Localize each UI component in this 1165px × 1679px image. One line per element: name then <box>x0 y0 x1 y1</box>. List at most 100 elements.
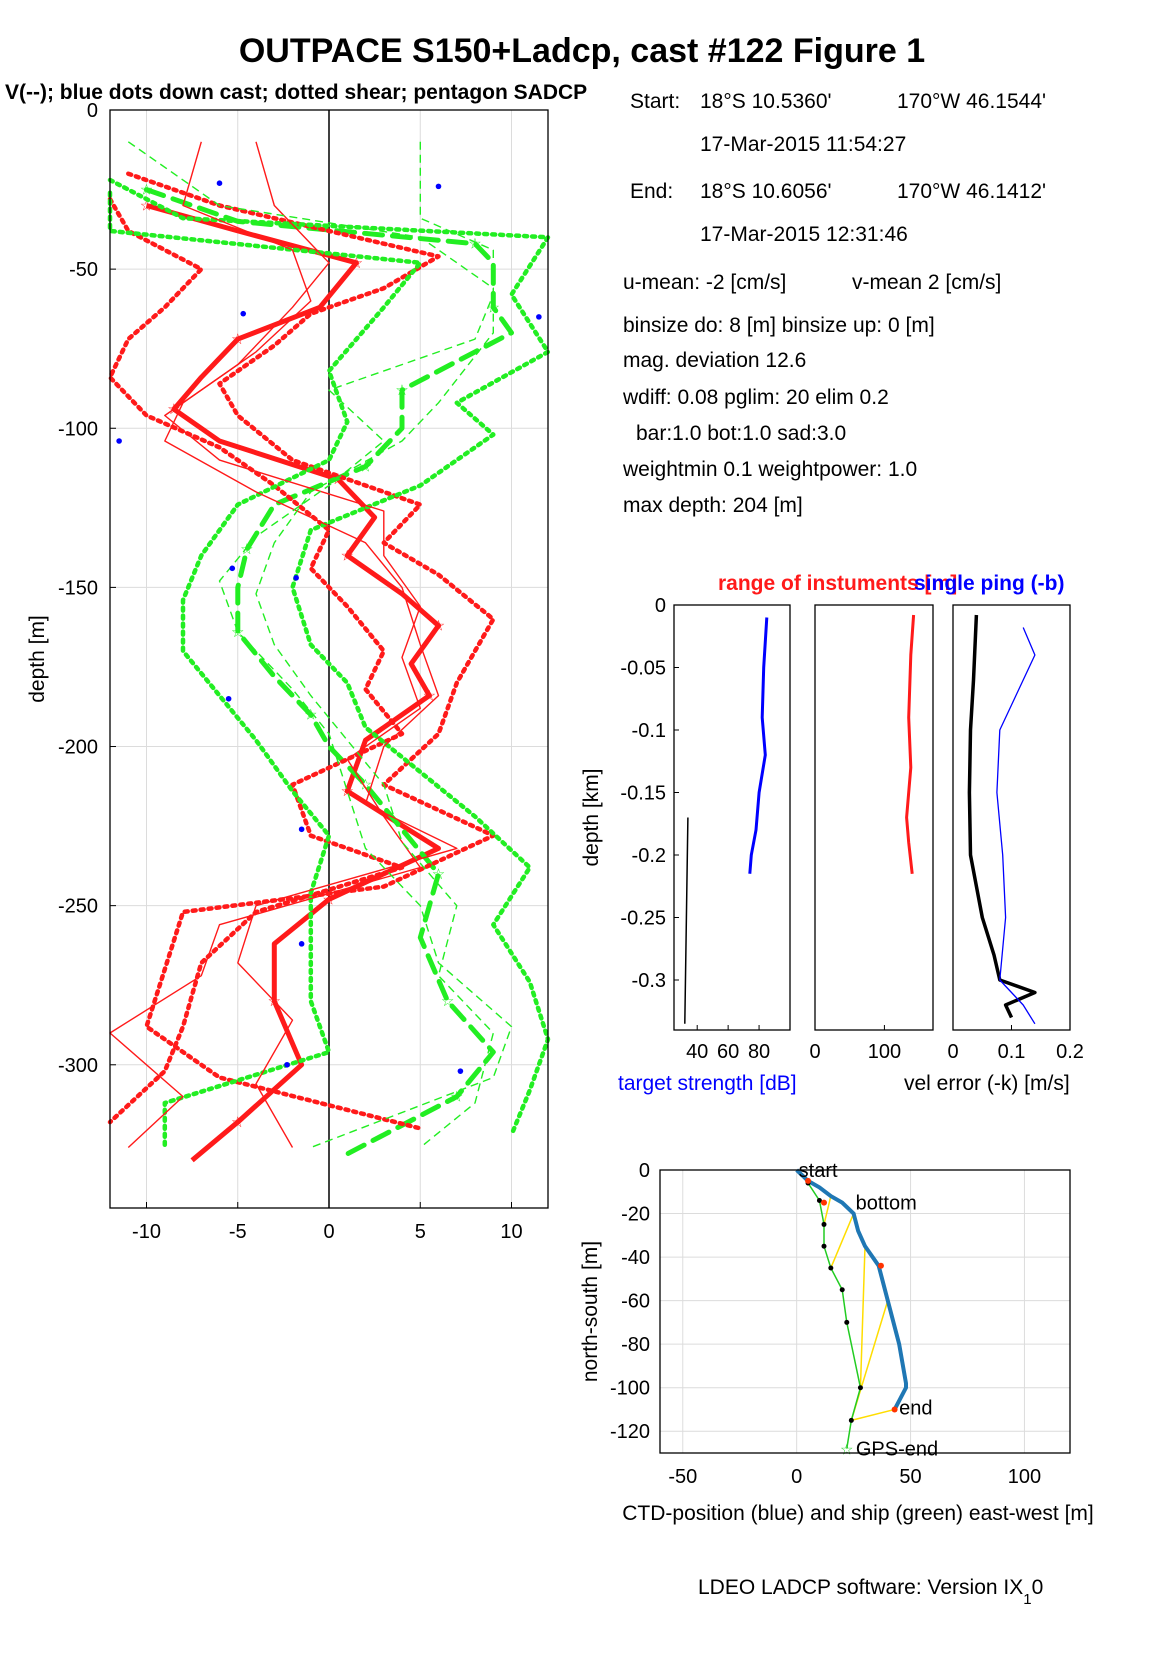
max-depth: max depth: 204 [m] <box>623 494 803 517</box>
v-mean: v-mean 2 [cm/s] <box>852 271 1001 294</box>
label-bottom: bottom <box>856 1193 917 1215</box>
panel-frame <box>814 604 934 1031</box>
bar-weights: bar:1.0 bot:1.0 sad:3.0 <box>636 422 846 445</box>
panel-frame <box>673 604 791 1031</box>
series-line-u-shear-lower <box>107 196 405 1125</box>
y-tick-label: -100 <box>58 418 98 440</box>
panel-x-tick-label: 80 <box>748 1041 770 1063</box>
target-strength-panel: 40 60 80 0 -0.05 -0.1 -0.15 -0.2 -0.25 -0.3 depth … <box>580 595 791 1063</box>
panel-series-range <box>905 614 916 874</box>
sadcp-star-marker: ☆ <box>322 891 335 908</box>
position-x-tick-label: 0 <box>791 1466 802 1488</box>
ship-point <box>816 1197 822 1203</box>
sadcp-star-marker: ☆ <box>432 866 445 883</box>
label-gps-end: GPS-end <box>856 1439 938 1461</box>
sadcp-star-marker: ☆ <box>341 783 354 800</box>
sadcp-star-marker: ☆ <box>432 618 445 635</box>
sadcp-star-marker: ☆ <box>304 707 317 724</box>
cast-info: Start: 18°S 10.5360' 170°W 46.1544' 17-M… <box>622 90 1046 517</box>
y-tick-label: 0 <box>87 100 98 122</box>
sadcp-star-marker: ☆ <box>231 624 244 641</box>
sadcp-star-marker: ☆ <box>350 255 363 272</box>
ctd-red-point <box>891 1406 898 1413</box>
panel-y-tick-label: -0.15 <box>620 783 666 805</box>
panel-x-tick-label: 0 <box>809 1041 820 1063</box>
range-title: range of instuments [m] <box>718 572 957 595</box>
start-lat: 18°S 10.5360' <box>700 90 832 113</box>
software-version: LDEO LADCP software: Version IX10 <box>698 1576 1043 1608</box>
blue-dot <box>435 183 442 190</box>
gps-end-star: ☆ <box>840 1442 853 1459</box>
vel-error-panel: 0 0.1 0.2 <box>947 604 1084 1063</box>
y-tick-label: -150 <box>58 577 98 599</box>
y-axis-label: depth [m] <box>26 615 49 703</box>
ctd-red-point <box>821 1199 827 1206</box>
sadcp-star-marker: ☆ <box>395 382 408 399</box>
ship-ctd-link <box>823 1195 832 1225</box>
blue-dot <box>536 314 542 320</box>
panel-y-tick-label: -0.05 <box>620 658 666 680</box>
panel-series-down <box>748 617 769 874</box>
sadcp-star-marker: ☆ <box>231 331 244 348</box>
blue-dot <box>225 695 232 702</box>
ship-point <box>839 1287 845 1293</box>
ship-ctd-link <box>859 1246 866 1388</box>
panel-frame <box>952 604 1071 1031</box>
panel-background <box>674 605 790 1030</box>
sadcp-star-marker: ☆ <box>450 1089 463 1106</box>
sadcp-star-marker: ☆ <box>341 548 354 565</box>
weightmin: weightmin 0.1 weightpower: 1.0 <box>622 458 917 481</box>
wdiff: wdiff: 0.08 pglim: 20 elim 0.2 <box>622 386 889 409</box>
y-tick-label: -200 <box>58 737 98 759</box>
blue-dot <box>298 941 305 947</box>
ship-ctd-link <box>830 1213 855 1269</box>
position-y-tick-label: -60 <box>621 1291 650 1313</box>
sadcp-star-marker: ☆ <box>423 688 436 705</box>
ctd-track <box>795 1168 908 1411</box>
y-tick-label: -300 <box>58 1055 98 1077</box>
ship-point <box>821 1221 827 1227</box>
panel-y-tick-label: 0 <box>655 595 666 617</box>
binsize: binsize do: 8 [m] binsize up: 0 [m] <box>623 314 935 337</box>
label-start: start <box>799 1160 838 1182</box>
panel-y-tick-label: -0.2 <box>632 845 666 867</box>
panel-series-single-ping <box>996 627 1036 1025</box>
y-tick-label: -50 <box>69 259 98 281</box>
position-y-axis-label: north-south [m] <box>579 1241 602 1382</box>
blue-dot <box>229 565 236 572</box>
x-tick-label: 0 <box>323 1221 334 1243</box>
series-line-v-shear-upper <box>107 177 551 1138</box>
series-line-v <box>144 187 514 1157</box>
single-ping-title: single ping (-b) <box>914 572 1064 595</box>
sadcp-star-marker: ☆ <box>359 458 372 475</box>
position-frame <box>659 1169 1071 1454</box>
position-x-tick-label: 50 <box>899 1466 921 1488</box>
end-time: 17-Mar-2015 12:31:46 <box>700 223 908 246</box>
sadcp-star-marker: ☆ <box>240 541 253 558</box>
target-strength-label: target strength [dB] <box>618 1072 797 1095</box>
panel-y-tick-label: -0.3 <box>632 970 666 992</box>
u-mean: u-mean: -2 [cm/s] <box>623 271 786 294</box>
position-background <box>660 1170 1070 1453</box>
panel-x-tick-label: 0.2 <box>1056 1041 1084 1063</box>
end-lon: 170°W 46.1412' <box>897 180 1046 203</box>
panel-x-tick-label: 0 <box>947 1041 958 1063</box>
ctd-red-point <box>877 1262 884 1269</box>
series-line-v-thin-2 <box>218 141 513 1149</box>
panel-x-tick-label: 40 <box>686 1041 708 1063</box>
start-lon: 170°W 46.1544' <box>897 90 1046 113</box>
sadcp-star-marker: ☆ <box>140 182 153 199</box>
y-tick-label: -250 <box>58 896 98 918</box>
ship-point <box>857 1385 863 1391</box>
panel-series-vel-error <box>967 614 1037 1019</box>
position-y-tick-label: -120 <box>610 1421 650 1443</box>
plot-frame <box>109 109 549 1209</box>
blue-dot <box>240 310 247 317</box>
blue-dot <box>457 1068 464 1074</box>
vel-error-label: vel error (-k) [m/s] <box>904 1072 1070 1095</box>
end-lat: 18°S 10.6056' <box>700 180 832 203</box>
series-line-u-shear-upper <box>126 171 496 1131</box>
sadcp-star-marker: ☆ <box>441 993 454 1010</box>
position-y-tick-label: -20 <box>621 1204 650 1226</box>
